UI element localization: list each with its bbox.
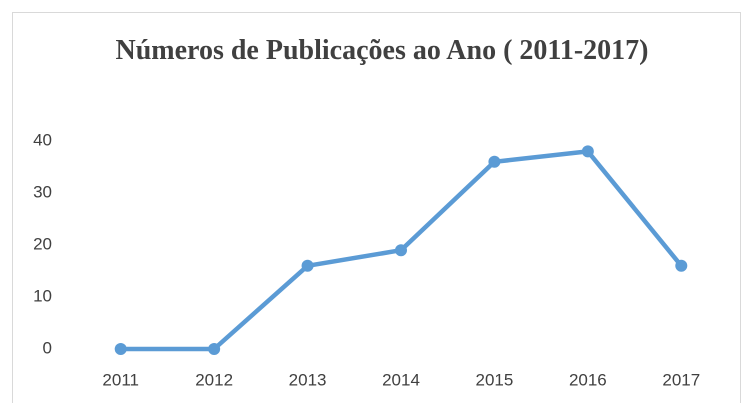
chart-frame xyxy=(12,12,741,403)
x-tick-label: 2016 xyxy=(569,370,607,389)
data-point xyxy=(301,259,314,272)
data-point xyxy=(581,145,594,158)
data-point xyxy=(675,259,688,272)
data-point xyxy=(208,343,221,355)
data-point xyxy=(395,244,407,257)
data-point xyxy=(488,155,501,168)
x-tick-label: 2012 xyxy=(195,370,233,389)
y-tick-label: 20 xyxy=(33,234,52,253)
y-tick-label: 40 xyxy=(33,130,52,149)
y-tick-label: 0 xyxy=(43,338,52,357)
x-tick-label: 2013 xyxy=(289,370,327,389)
x-tick-label: 2017 xyxy=(662,370,700,389)
x-tick-label: 2014 xyxy=(382,370,420,389)
x-tick-label: 2015 xyxy=(476,370,514,389)
y-tick-label: 10 xyxy=(33,286,52,305)
y-tick-label: 30 xyxy=(33,182,52,201)
chart-title: Números de Publicações ao Ano ( 2011-201… xyxy=(115,35,649,66)
x-tick-label: 2011 xyxy=(102,370,139,389)
data-point xyxy=(114,343,127,355)
